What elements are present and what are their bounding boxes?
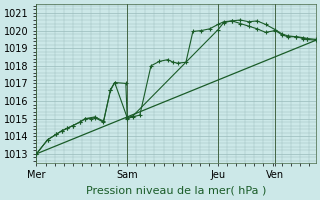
X-axis label: Pression niveau de la mer( hPa ): Pression niveau de la mer( hPa ) bbox=[86, 186, 266, 196]
